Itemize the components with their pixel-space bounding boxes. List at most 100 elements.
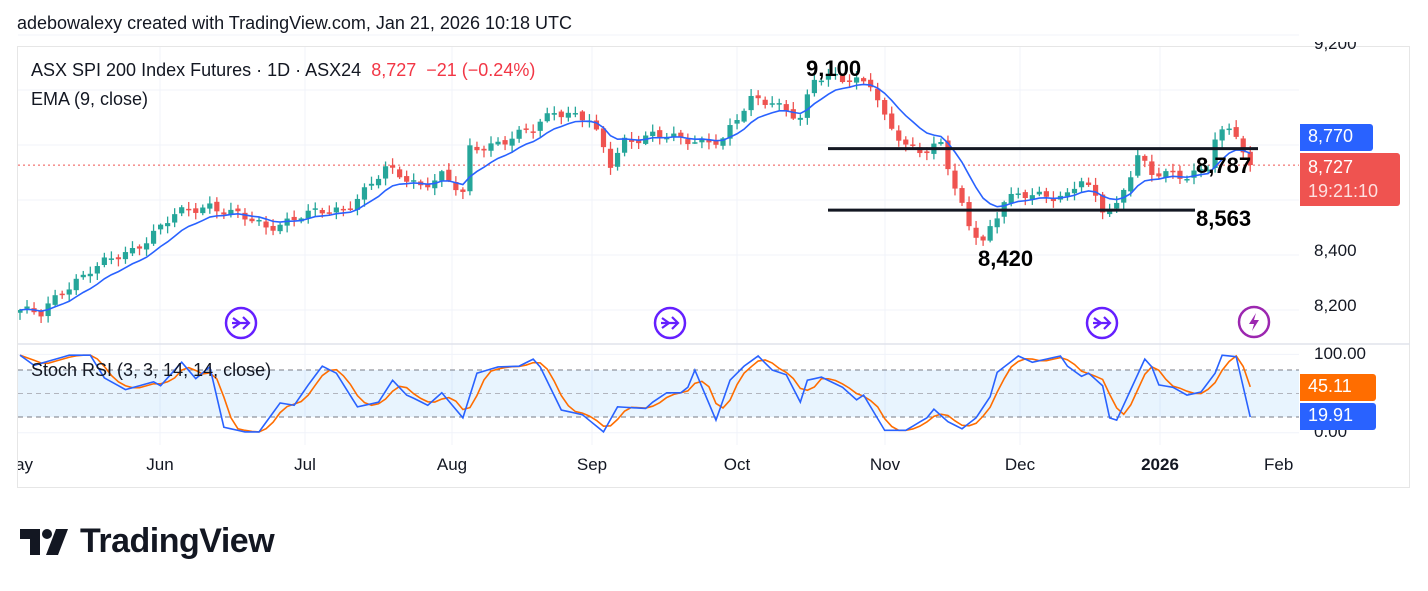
candle-down [657, 130, 663, 138]
time-label: Jul [294, 455, 316, 474]
candle-up [509, 138, 515, 146]
candle-down [558, 111, 564, 118]
candle-up [1121, 189, 1127, 203]
rsi-tick: 100.00 [1314, 344, 1366, 363]
candle-up [664, 137, 670, 140]
candle-up [699, 138, 705, 143]
time-axis[interactable]: May Jun Jul Aug Sep Oct Nov Dec 2026 [18, 445, 1299, 487]
ema-legend[interactable]: EMA (9, close) [31, 89, 149, 109]
tradingview-logo[interactable]: TradingView [20, 522, 275, 561]
candle-down [270, 225, 276, 231]
candle-up [66, 289, 72, 295]
candle-down [1092, 184, 1099, 196]
time-label: Aug [436, 455, 468, 474]
time-label: Sep [576, 455, 608, 474]
price-pane[interactable] [17, 67, 1299, 323]
candle-up [143, 243, 150, 250]
candle-up [94, 266, 100, 274]
candle-down [1240, 138, 1246, 153]
candle-down [523, 128, 529, 130]
candle-up [256, 219, 262, 222]
candle-up [333, 207, 339, 213]
candle-down [1050, 198, 1057, 202]
stoch-rsi-legend[interactable]: Stoch RSI (3, 3, 14, 14, close) [31, 360, 272, 380]
candle-up [614, 152, 621, 167]
candle-up [938, 142, 944, 145]
candle-down [1085, 182, 1092, 185]
candle-down [214, 201, 220, 212]
candle-down [959, 188, 965, 203]
candle-down [474, 146, 480, 151]
attribution-header: adebowalexy created with TradingView.com… [17, 13, 572, 33]
candle-up [467, 145, 473, 192]
symbol-title: ASX SPI 200 Index Futures · 1D · ASX24 [31, 60, 362, 80]
candle-up [1128, 177, 1134, 192]
candle-down [713, 140, 719, 145]
candle-up [1191, 170, 1197, 178]
candle-up [741, 110, 747, 122]
candle-down [425, 183, 431, 188]
candle-down [242, 212, 248, 220]
candle-up [692, 142, 698, 144]
candle-up [80, 274, 86, 278]
lightning-icon[interactable] [1237, 305, 1271, 339]
candle-down [600, 128, 607, 148]
event-icon[interactable] [653, 306, 687, 340]
ema-price-label: 8,770 [1300, 124, 1373, 151]
grid [18, 34, 1299, 445]
candle-down [875, 88, 881, 101]
candle-up [565, 112, 571, 118]
candle-down [291, 216, 297, 221]
candle-down [629, 139, 635, 142]
candle-down [404, 176, 410, 182]
candle-up [165, 223, 171, 227]
candle-up [994, 218, 1000, 228]
event-icon[interactable] [224, 306, 258, 340]
time-label: Nov [869, 455, 901, 474]
candle-up [305, 210, 311, 219]
candle-down [678, 132, 684, 138]
candle-up [101, 257, 107, 265]
annotation-low: 8,420 [978, 246, 1033, 271]
candle-up [122, 252, 129, 260]
candle-down [136, 246, 143, 249]
stoch-k-label: 19.91 [1300, 403, 1376, 430]
candle-up [1163, 171, 1169, 178]
time-label: 2026 [1141, 455, 1179, 474]
candle-up [1071, 188, 1078, 194]
candle-up [488, 143, 494, 151]
candle-down [636, 140, 642, 144]
time-label: Jun [146, 455, 174, 474]
candle-down [980, 236, 986, 241]
candle-down [903, 139, 909, 145]
candle-down [193, 208, 199, 213]
candle-up [108, 258, 114, 260]
stoch-rsi-pane[interactable] [19, 354, 1252, 434]
candle-down [917, 147, 923, 154]
candle-up [24, 306, 30, 309]
annotation-support: 8,563 [1196, 206, 1251, 231]
candle-down [263, 221, 269, 228]
candle-up [277, 224, 283, 232]
candle-up [1114, 202, 1120, 209]
candle-up [776, 103, 782, 105]
candle-up [1107, 209, 1113, 215]
candle-up [129, 248, 136, 254]
candle-down [115, 257, 122, 260]
candle-down [889, 113, 895, 129]
candle-up [825, 74, 832, 80]
stoch-k-line [19, 354, 1252, 434]
candle-down [966, 202, 972, 227]
symbol-legend[interactable]: ASX SPI 200 Index Futures · 1D · ASX24 8… [31, 60, 535, 81]
candle-up [671, 133, 677, 138]
candle-up [818, 80, 825, 83]
price-change: −21 (−0.24%) [426, 60, 536, 80]
candle-up [179, 207, 185, 214]
candle-up [172, 214, 178, 223]
candle-up [411, 180, 417, 182]
candle-up [368, 183, 375, 186]
candle-down [1043, 191, 1049, 197]
event-icon[interactable] [1085, 306, 1119, 340]
candle-down [952, 170, 958, 189]
